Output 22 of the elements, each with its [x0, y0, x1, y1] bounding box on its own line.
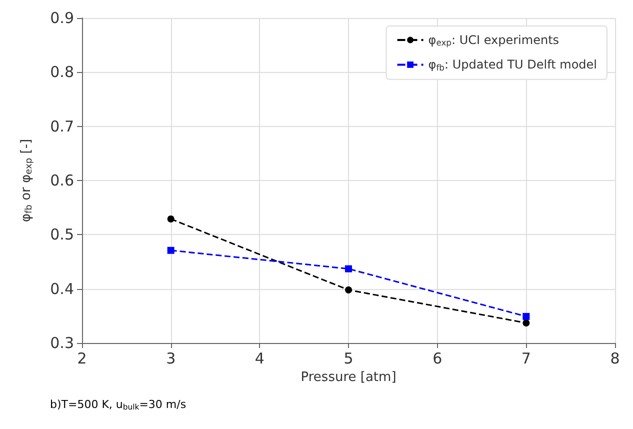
point: [345, 265, 352, 272]
y-tick-label: 0.6: [50, 172, 74, 190]
x-axis-title: Pressure [atm]: [300, 370, 396, 385]
point: [522, 319, 530, 326]
x-tick-label: 8: [610, 350, 620, 368]
point: [522, 312, 530, 320]
y-tick-label: 0.7: [50, 117, 74, 136]
x-tick-label: 4: [254, 350, 264, 368]
x-tick-label: 2: [77, 350, 87, 368]
x-tick-label: 7: [521, 350, 531, 368]
x-tick-label: 3: [166, 350, 176, 368]
point: [167, 215, 174, 222]
point: [345, 286, 352, 294]
y-axis-title: φfb or φexp [-]: [19, 138, 34, 222]
y-tick-label: 0.3: [50, 334, 74, 352]
x-tick-label: 5: [344, 350, 354, 368]
point: [167, 246, 174, 254]
y-tick-label: 0.8: [50, 63, 74, 82]
y-tick-label: 0.9: [50, 9, 74, 27]
y-tick-label: 0.5: [50, 226, 74, 244]
x-tick-label: 6: [432, 350, 442, 368]
y-tick-label: 0.4: [50, 280, 74, 298]
